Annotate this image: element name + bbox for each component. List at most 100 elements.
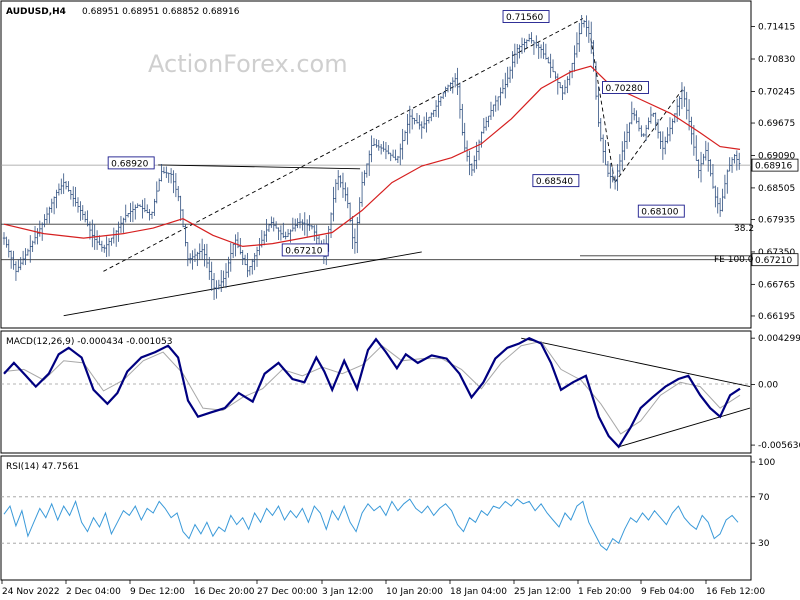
price-bar xyxy=(186,242,190,267)
x-tick-label: 27 Dec 00:00 xyxy=(257,587,318,597)
price-bar xyxy=(695,135,698,161)
price-bar xyxy=(532,40,536,55)
price-bar xyxy=(468,150,471,176)
price-bar xyxy=(29,235,32,263)
rsi-panel: RSI(14) 47.7561 100 70 30 xyxy=(0,455,775,581)
price-tick-label: 0.67350 xyxy=(758,248,795,258)
price-bar xyxy=(494,95,497,112)
price-bar xyxy=(177,186,180,202)
price-tick-label: 0.71415 xyxy=(758,23,795,33)
price-bar xyxy=(399,143,402,166)
price-bar xyxy=(246,252,249,278)
price-bar xyxy=(563,79,567,95)
rsi-tick-label: 70 xyxy=(758,493,770,503)
macd-title: MACD(12,26,9) -0.000434 -0.001053 xyxy=(6,337,172,347)
price-bar xyxy=(659,131,662,149)
price-bar xyxy=(616,164,619,191)
price-bar xyxy=(83,211,87,223)
price-bar xyxy=(723,174,727,199)
price-bar xyxy=(33,226,37,245)
price-bar xyxy=(143,198,147,213)
price-bar xyxy=(308,215,311,231)
price-bar xyxy=(284,231,287,240)
price-bar xyxy=(31,240,34,252)
x-tick-label: 16 Feb 12:00 xyxy=(706,587,765,597)
price-bar xyxy=(513,43,517,68)
price-bar xyxy=(408,105,412,134)
price-trendline-3 xyxy=(614,89,683,183)
price-bar xyxy=(437,95,440,118)
price-bar xyxy=(9,250,13,269)
price-bar xyxy=(384,142,388,160)
price-bar xyxy=(24,248,27,265)
price-bar xyxy=(728,157,731,172)
price-bar xyxy=(153,198,156,216)
price-bar xyxy=(184,224,187,247)
price-bar xyxy=(74,186,77,207)
price-bar xyxy=(200,238,204,260)
price-tick-label: 0.68505 xyxy=(758,184,795,194)
price-bar xyxy=(38,220,42,237)
price-bar xyxy=(523,38,526,53)
price-bar xyxy=(487,115,490,128)
x-tick-label: 9 Dec 12:00 xyxy=(130,587,185,597)
price-bar xyxy=(241,249,244,265)
price-bar xyxy=(291,217,295,232)
price-bar xyxy=(67,181,70,192)
price-annotation: 0.67210 xyxy=(281,243,329,256)
price-bar xyxy=(220,270,223,292)
price-bar xyxy=(721,188,724,212)
price-bar xyxy=(604,139,607,166)
price-bar xyxy=(544,43,548,60)
annotation-label: 0.67210 xyxy=(285,246,322,256)
fe-price-label: 0.67210 xyxy=(755,256,792,266)
price-bar xyxy=(649,106,653,124)
price-bar xyxy=(356,217,359,254)
price-bar xyxy=(673,113,676,124)
price-bar xyxy=(406,114,409,145)
price-bar xyxy=(126,213,130,218)
macd-tick-label: -0.005636 xyxy=(758,441,800,451)
price-bar xyxy=(520,37,524,54)
price-bar xyxy=(539,44,543,59)
price-bar xyxy=(575,32,579,58)
x-tick-label: 16 Dec 20:00 xyxy=(194,587,255,597)
fib-38-label: 38.2 xyxy=(734,224,754,234)
price-bar xyxy=(370,135,373,163)
x-tick-label: 3 Jan 12:00 xyxy=(322,587,374,597)
price-bar xyxy=(389,152,392,162)
price-annotations: 0.68920 0.67210 0.71560 0.70280 0.68540 0.681… xyxy=(107,10,685,256)
price-bar xyxy=(231,243,235,259)
price-bar xyxy=(683,86,686,107)
price-bar xyxy=(551,59,555,73)
price-bar xyxy=(527,33,531,42)
x-tick-label: 2 Dec 04:00 xyxy=(66,587,121,597)
price-bar xyxy=(558,81,562,89)
price-bar xyxy=(191,250,194,270)
price-bar xyxy=(668,117,672,142)
price-bar xyxy=(141,199,144,219)
price-bar xyxy=(535,35,538,49)
price-bar xyxy=(329,212,333,238)
price-bar xyxy=(692,124,696,156)
price-bar xyxy=(473,155,476,173)
price-bar xyxy=(642,133,645,137)
price-bar xyxy=(215,280,218,299)
current-price-badge: 0.68916 xyxy=(751,158,799,172)
price-tick-label: 0.69090 xyxy=(758,151,795,161)
price-bar xyxy=(706,142,710,172)
price-bar xyxy=(394,149,397,161)
price-bar xyxy=(439,96,443,106)
price-bar xyxy=(518,44,521,59)
price-bar xyxy=(305,219,309,237)
x-tick-label: 10 Jan 20:00 xyxy=(386,587,443,597)
price-bar xyxy=(155,181,158,204)
price-bar xyxy=(542,41,545,59)
price-bar xyxy=(48,206,51,224)
price-bar xyxy=(430,112,433,122)
price-bar xyxy=(377,139,380,151)
price-trendline-0 xyxy=(63,251,422,317)
price-bar xyxy=(606,161,610,178)
price-bar xyxy=(365,163,369,178)
price-bar xyxy=(229,242,232,272)
